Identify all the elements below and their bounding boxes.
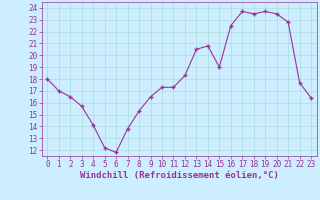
X-axis label: Windchill (Refroidissement éolien,°C): Windchill (Refroidissement éolien,°C) [80, 171, 279, 180]
